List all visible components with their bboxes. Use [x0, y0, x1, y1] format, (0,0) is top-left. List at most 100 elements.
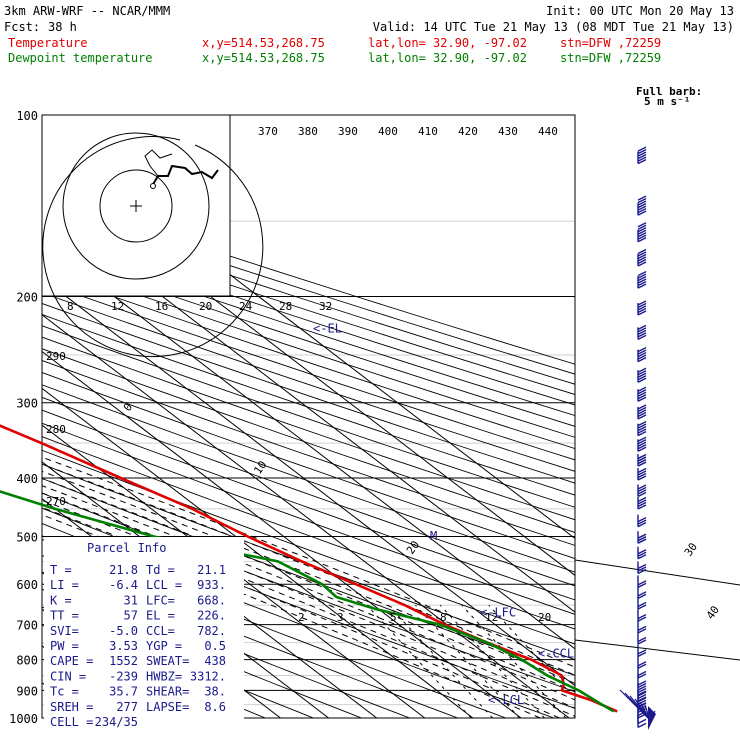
parcel-key: LAPSE=	[146, 700, 189, 714]
model-title: 3km ARW-WRF -- NCAR/MMM	[4, 4, 170, 18]
mixing-ratio-label-lower: 2	[298, 611, 305, 624]
wind-barb-fan	[648, 706, 656, 730]
wind-barb	[637, 146, 647, 165]
parcel-value: 3312.	[190, 669, 226, 683]
dry-adiabat	[42, 231, 575, 406]
hodograph-ring-outer	[42, 136, 264, 358]
parcel-key: Td =	[146, 563, 175, 577]
parcel-value: 31	[124, 593, 138, 607]
parcel-value: 668.	[197, 593, 226, 607]
hodograph-trace	[151, 164, 219, 187]
parcel-value: 277	[116, 700, 138, 714]
dry-adiabat	[42, 336, 575, 521]
parcel-value: 21.1	[197, 563, 226, 577]
legend-dewpoint-stn: stn=DFW ,72259	[560, 51, 661, 65]
dry-adiabat	[42, 571, 410, 718]
isotherm	[42, 461, 378, 718]
dry-adiabat	[42, 325, 575, 508]
parcel-value: 3.53	[109, 639, 138, 653]
wind-barb	[637, 715, 647, 728]
theta-label-left: 280	[46, 423, 66, 436]
hodograph: kts 30 20 10	[41, 114, 264, 358]
plot-frame	[41, 114, 576, 719]
dry-adiabat	[42, 271, 575, 450]
valid-time: Valid: 14 UTC Tue 21 May 13 (08 MDT Tue …	[373, 20, 734, 34]
theta-label: 410	[418, 125, 438, 138]
wind-barb	[637, 656, 647, 669]
parcel-key: SWEAT=	[146, 654, 189, 668]
parcel-value: 1552	[109, 654, 138, 668]
parcel-value: 234/35	[95, 715, 138, 729]
wind-barb	[637, 496, 647, 510]
hodograph-ring	[99, 169, 173, 243]
isotherm-label: 40	[704, 603, 722, 621]
axis-labels: 1002003004005006007008009001000-80-70-60…	[0, 109, 722, 726]
forecast-label: Fcst:	[4, 20, 40, 34]
wind-barb	[637, 324, 647, 340]
sounding-traces	[0, 424, 618, 713]
dry-adiabat	[42, 409, 575, 601]
wind-barb	[637, 300, 647, 316]
parcel-info-title: Parcel Info	[87, 541, 166, 555]
mixing-ratio-line	[366, 604, 472, 718]
mixing-ratio-line	[439, 604, 545, 718]
mixing-ratio-line	[388, 604, 493, 718]
theta-label: 380	[298, 125, 318, 138]
wind-barb	[637, 421, 647, 437]
level-marker: <-CCL	[538, 647, 574, 661]
theta-label: 390	[338, 125, 358, 138]
level-marker: <-LCL	[488, 693, 524, 707]
mixing-ratio-label: 16	[155, 300, 168, 313]
parcel-key: SHEAR=	[146, 685, 189, 699]
parcel-key: T =	[50, 563, 72, 577]
parcel-key: CAPE =	[50, 654, 93, 668]
parcel-value: 21.8	[109, 563, 138, 577]
pressure-label-200: 200	[16, 291, 38, 305]
wind-barb	[637, 644, 647, 658]
mixing-ratio-label: 20	[199, 300, 212, 313]
pressure-label-300: 300	[16, 397, 38, 411]
pressure-label-500: 500	[16, 530, 38, 544]
mixing-ratio-label: 28	[279, 300, 292, 313]
wind-barb	[637, 347, 647, 363]
parcel-info-box: Parcel Info T = 21.8 Td = 21.1 LI = -6.4 LCL =…	[44, 537, 244, 729]
theta-label: 430	[498, 125, 518, 138]
parcel-key: YGP =	[146, 639, 182, 653]
parcel-value: -239	[109, 669, 138, 683]
isotherm	[42, 424, 426, 718]
parcel-key: EL =	[146, 609, 175, 623]
forecast-hour: 38 h	[48, 20, 77, 34]
hodograph-ring	[62, 132, 210, 280]
wind-barb	[637, 222, 647, 243]
pressure-label-400: 400	[16, 472, 38, 486]
mixing-ratio-label-lower: 8	[440, 611, 447, 624]
level-marker: <-EL	[313, 322, 342, 336]
wind-barb	[637, 597, 647, 610]
dewpoint-trace	[0, 490, 615, 713]
theta-label: 370	[258, 125, 278, 138]
parcel-key: CELL =	[50, 715, 93, 729]
parcel-value: 226.	[197, 609, 226, 623]
dry-adiabat	[42, 221, 575, 395]
dry-adiabat	[42, 211, 575, 385]
parcel-key: LI =	[50, 578, 79, 592]
barb-key-title: Full barb:	[636, 85, 702, 98]
barb-key-units: 5 m s⁻¹	[644, 95, 690, 108]
parcel-value: 933.	[197, 578, 226, 592]
hodograph-trace-thin	[144, 149, 173, 177]
wind-barb	[637, 436, 647, 452]
parcel-key: CIN =	[50, 669, 86, 683]
parcel-value: 35.7	[109, 685, 138, 699]
edge-line	[574, 559, 740, 586]
wind-barb	[637, 575, 647, 588]
parcel-value: 38.	[204, 685, 226, 699]
init-time: Init: 00 UTC Mon 20 May 13	[546, 4, 734, 18]
dry-adiabat	[42, 422, 575, 615]
dry-adiabat	[42, 260, 575, 438]
theta-label: 400	[378, 125, 398, 138]
isotherm	[42, 314, 570, 718]
wind-barb	[637, 248, 647, 267]
legend-temperature-latlon: lat,lon= 32.90, -97.02	[368, 36, 527, 50]
legend-temperature-name: Temperature	[8, 36, 87, 50]
